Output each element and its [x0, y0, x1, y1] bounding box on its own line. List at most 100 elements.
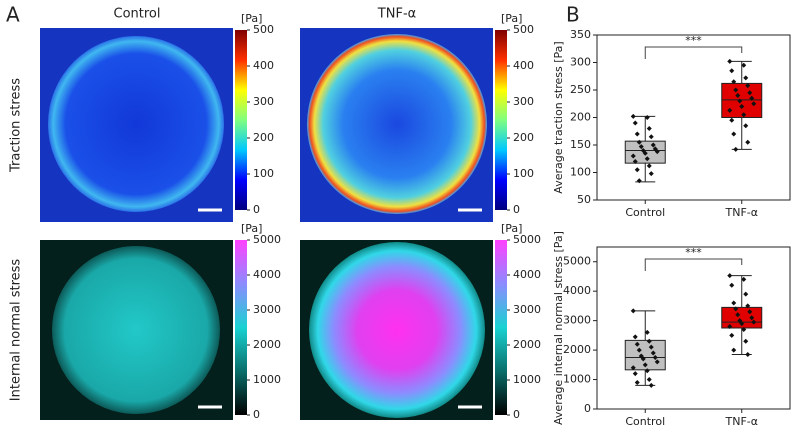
data-point	[751, 319, 757, 325]
data-point	[745, 83, 751, 89]
colorbar	[235, 30, 247, 210]
colorbar-unit: [Pa]	[241, 222, 262, 235]
colorbar-tick-label: 0	[253, 203, 260, 216]
data-point	[747, 90, 753, 96]
colorbar-tick-label: 5000	[513, 233, 541, 246]
image-internal-tnf	[300, 240, 493, 420]
plot-frame	[596, 246, 791, 410]
data-point	[648, 382, 654, 388]
x-tick-label: Control	[625, 415, 665, 428]
colorbar-tick-label: 200	[253, 131, 274, 144]
box	[721, 306, 763, 329]
data-point	[630, 113, 636, 119]
data-point	[739, 321, 745, 327]
colorbar-tick-label: 500	[513, 23, 534, 36]
data-point	[729, 332, 735, 338]
column-title: Control	[114, 7, 161, 22]
data-point	[727, 324, 733, 330]
y-tick-label: 4000	[563, 284, 591, 297]
colorbar	[235, 240, 247, 415]
y-tick-label: 50	[577, 193, 591, 206]
data-point	[654, 149, 660, 155]
data-point	[733, 146, 739, 152]
significance-label: ***	[685, 246, 702, 259]
colorbar-tick-label: 0	[253, 408, 260, 421]
x-tick-label: TNF-α	[725, 206, 759, 219]
data-point	[634, 167, 640, 173]
data-point	[630, 153, 636, 159]
x-tick-label: Control	[625, 206, 665, 219]
y-tick-label: 200	[570, 111, 591, 124]
data-point	[743, 338, 749, 344]
data-point	[729, 68, 735, 74]
row-label: Traction stress	[9, 78, 24, 173]
data-point	[747, 309, 753, 315]
significance-bracket	[644, 258, 743, 271]
data-point	[741, 62, 747, 68]
box	[721, 82, 763, 118]
data-point	[634, 131, 640, 137]
colorbar-tick-label: 2000	[253, 338, 281, 351]
y-tick-label: 250	[570, 83, 591, 96]
data-point	[749, 315, 755, 321]
data-point	[630, 365, 636, 371]
colorbar-tick-label: 500	[253, 23, 274, 36]
data-point	[743, 291, 749, 297]
data-point	[749, 95, 755, 101]
colorbar-tick-label: 3000	[253, 303, 281, 316]
y-axis-label: Average traction stress [Pa]	[552, 41, 565, 193]
data-point	[733, 306, 739, 312]
data-point	[745, 139, 751, 145]
data-point	[729, 117, 735, 123]
data-point	[745, 352, 751, 358]
image-traction-control	[40, 28, 233, 222]
data-point	[648, 134, 654, 140]
data-point	[735, 93, 741, 98]
data-point	[642, 150, 648, 156]
data-point	[743, 75, 749, 81]
colorbar-tick-label: 0	[513, 203, 520, 216]
significance-label: ***	[685, 34, 702, 47]
row-label: Internal normal stress	[9, 259, 24, 402]
colorbar-tick-label: 1000	[513, 373, 541, 386]
data-point	[638, 144, 644, 150]
data-point	[733, 87, 739, 93]
image-traction-tnf	[300, 28, 493, 222]
colorbar-tick-label: 400	[253, 59, 274, 72]
colorbar	[495, 240, 507, 415]
data-point	[727, 107, 733, 113]
data-point	[642, 362, 648, 368]
panel-label: A	[6, 3, 20, 27]
colorbar-tick-label: 300	[253, 95, 274, 108]
data-point	[646, 163, 652, 169]
data-point	[739, 104, 745, 109]
y-tick-label: 100	[570, 166, 591, 179]
image-internal-control	[40, 240, 233, 420]
colorbar-tick-label: 4000	[513, 268, 541, 281]
data-point	[743, 123, 749, 129]
y-tick-label: 5000	[563, 255, 591, 268]
data-point	[731, 300, 737, 306]
data-point	[648, 344, 654, 350]
data-point	[636, 139, 642, 145]
data-point	[630, 308, 636, 314]
data-point	[650, 350, 656, 356]
data-point	[727, 58, 733, 64]
data-point	[646, 338, 652, 344]
data-point	[636, 178, 642, 184]
data-point	[636, 347, 642, 353]
y-axis-label: Average internal normal stress [Pa]	[552, 231, 565, 425]
data-point	[634, 379, 640, 385]
data-point	[632, 159, 638, 164]
data-point	[644, 329, 650, 335]
colorbar-tick-label: 0	[513, 408, 520, 421]
data-point	[632, 120, 638, 126]
data-point	[737, 98, 743, 104]
data-point	[654, 359, 660, 365]
data-point	[644, 115, 650, 120]
colorbar-unit: [Pa]	[501, 12, 522, 25]
y-tick-label: 1000	[563, 373, 591, 386]
data-point	[735, 312, 741, 318]
